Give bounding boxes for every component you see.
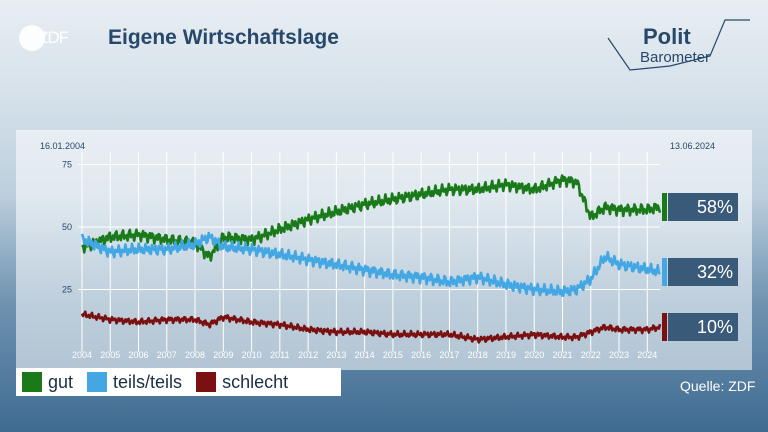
x-tick-label: 2023 <box>609 350 629 360</box>
y-tick-label: 25 <box>62 285 72 295</box>
x-tick-label: 2010 <box>242 350 262 360</box>
y-tick-label: 75 <box>62 160 72 170</box>
page-title: Eigene Wirtschaftslage <box>108 26 339 49</box>
x-tick-label: 2024 <box>637 350 657 360</box>
series-line-schlecht <box>80 310 662 344</box>
x-tick-label: 2015 <box>383 350 403 360</box>
x-tick-label: 2016 <box>411 350 431 360</box>
legend-label-teils: teils/teils <box>113 371 183 392</box>
y-tick-label: 50 <box>62 222 72 232</box>
schlecht-end-marker <box>662 313 667 341</box>
legend-label-gut: gut <box>48 371 74 392</box>
source-note: Quelle: ZDF <box>680 378 756 394</box>
legend-item-gut: gut <box>22 372 73 393</box>
start-date: 16.01.2004 <box>40 141 86 151</box>
brand-barometer: Barometer <box>640 49 711 66</box>
x-tick-label: 2005 <box>100 350 120 360</box>
x-tick-label: 2004 <box>72 350 92 360</box>
x-tick-label: 2021 <box>552 350 572 360</box>
politbarometer-logo-lines <box>607 19 750 71</box>
legend-swatch-gut <box>22 372 42 392</box>
series-line-gut <box>81 174 662 262</box>
x-tick-label: 2019 <box>496 350 516 360</box>
logo-text: ZDF <box>38 28 69 47</box>
x-tick-label: 2014 <box>355 350 375 360</box>
brand-polit: Polit <box>643 24 691 49</box>
gut-end-value: 58% <box>668 193 738 221</box>
x-tick-label: 2008 <box>185 350 205 360</box>
x-tick-label: 2007 <box>157 350 177 360</box>
x-tick-label: 2013 <box>326 350 346 360</box>
gut-end-marker <box>662 193 667 221</box>
legend-label-schlecht: schlecht <box>222 371 289 392</box>
x-tick-label: 2009 <box>213 350 233 360</box>
series-line-teils-teils <box>80 231 661 297</box>
teils-end-marker <box>662 258 667 286</box>
x-tick-label: 2022 <box>581 350 601 360</box>
legend: gut teils/teils schlecht <box>16 368 341 396</box>
schlecht-end-value: 10% <box>668 313 738 341</box>
zdf-logo <box>19 25 45 51</box>
x-tick-label: 2011 <box>270 350 289 360</box>
legend-swatch-teils <box>87 372 108 392</box>
x-tick-label: 2017 <box>439 350 459 360</box>
legend-swatch-schlecht <box>196 372 217 392</box>
end-date: 13.06.2024 <box>670 141 716 151</box>
x-tick-label: 2012 <box>298 350 318 360</box>
legend-item-schlecht: schlecht <box>196 372 288 393</box>
x-tick-label: 2020 <box>524 350 544 360</box>
teils-end-value: 32% <box>668 258 738 286</box>
x-tick-label: 2018 <box>468 350 488 360</box>
x-tick-label: 2006 <box>129 350 149 360</box>
legend-item-teils: teils/teils <box>87 372 182 393</box>
